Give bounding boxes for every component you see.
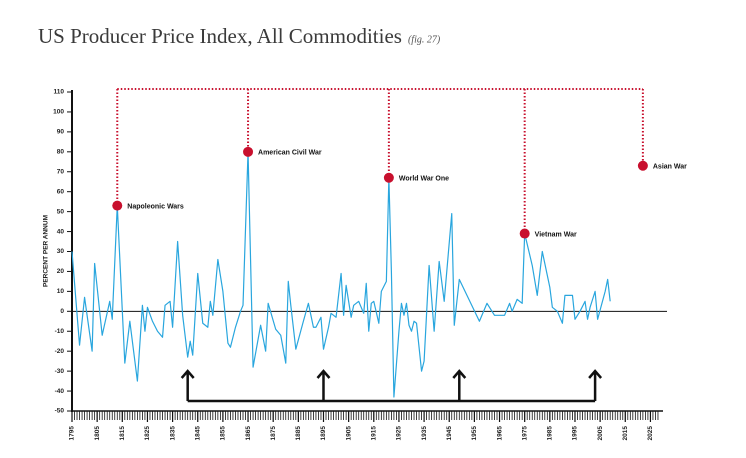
y-tick-label: 90: [57, 129, 65, 136]
x-tick-label: 1865: [245, 426, 252, 441]
cycle-arrow: [452, 369, 467, 401]
annotation-marker: [519, 228, 530, 239]
y-tick-label: 60: [57, 188, 65, 195]
annotation-label: American Civil War: [258, 150, 322, 157]
annotation-marker: [383, 172, 394, 183]
x-tick-label: 1995: [572, 426, 579, 441]
y-tick-label: 70: [57, 168, 65, 175]
x-tick-label: 1965: [496, 426, 503, 441]
y-tick-label: 40: [57, 228, 65, 235]
chart-title: US Producer Price Index, All Commodities: [38, 24, 402, 48]
y-tick-label: -30: [55, 368, 65, 375]
x-tick-label: 1935: [421, 426, 428, 441]
x-tick-label: 1795: [69, 426, 76, 441]
x-tick-label: 1835: [169, 426, 176, 441]
x-tick-label: 1985: [547, 426, 554, 441]
x-tick-label: 2025: [647, 426, 654, 441]
x-tick-label: 1855: [220, 426, 227, 441]
annotation-label: World War One: [399, 176, 449, 183]
x-tick-label: 2015: [622, 426, 629, 441]
annotation-marker: [112, 200, 123, 211]
x-tick-label: 1895: [320, 426, 327, 441]
cycle-arrow: [316, 369, 331, 401]
x-tick-label: 1905: [345, 426, 352, 441]
annotation-marker: [637, 160, 648, 171]
annotation-label: Vietnam War: [535, 231, 577, 238]
data-line: [71, 151, 611, 398]
y-tick-label: -50: [55, 408, 65, 415]
y-tick-label: 80: [57, 149, 65, 156]
x-tick-label: 1875: [270, 426, 277, 441]
y-tick-label: 0: [60, 308, 64, 315]
x-tick-label: 1955: [471, 426, 478, 441]
y-tick-label: 50: [57, 208, 65, 215]
x-tick-label: 1885: [295, 426, 302, 441]
x-tick-label: 1805: [94, 426, 101, 441]
y-tick-label: -20: [55, 348, 65, 355]
x-tick-label: 1915: [371, 426, 378, 441]
x-tick-label: 1845: [194, 426, 201, 441]
x-tick-label: 2005: [597, 426, 604, 441]
x-tick-label: 1975: [521, 426, 528, 441]
x-tick-label: 1945: [446, 426, 453, 441]
y-tick-label: -10: [55, 328, 65, 335]
y-tick-label: 110: [54, 89, 65, 96]
y-tick-label: -40: [55, 388, 65, 395]
y-tick-label: 100: [53, 109, 64, 116]
y-axis-label: PERCENT PER ANNUM: [43, 215, 50, 287]
cycle-arrow: [180, 369, 195, 401]
x-tick-label: 1815: [119, 426, 126, 441]
annotation-label: Napoleonic Wars: [127, 203, 184, 210]
annotation-marker: [243, 146, 254, 157]
cycle-arrow: [588, 369, 603, 401]
x-tick-label: 1825: [144, 426, 151, 441]
chart-subtitle: (fig. 27): [408, 34, 441, 45]
y-tick-label: 30: [57, 248, 65, 255]
annotation-label: Asian War: [653, 164, 687, 171]
y-tick-label: 20: [57, 268, 65, 275]
y-tick-label: 10: [57, 288, 65, 295]
x-tick-label: 1925: [396, 426, 403, 441]
